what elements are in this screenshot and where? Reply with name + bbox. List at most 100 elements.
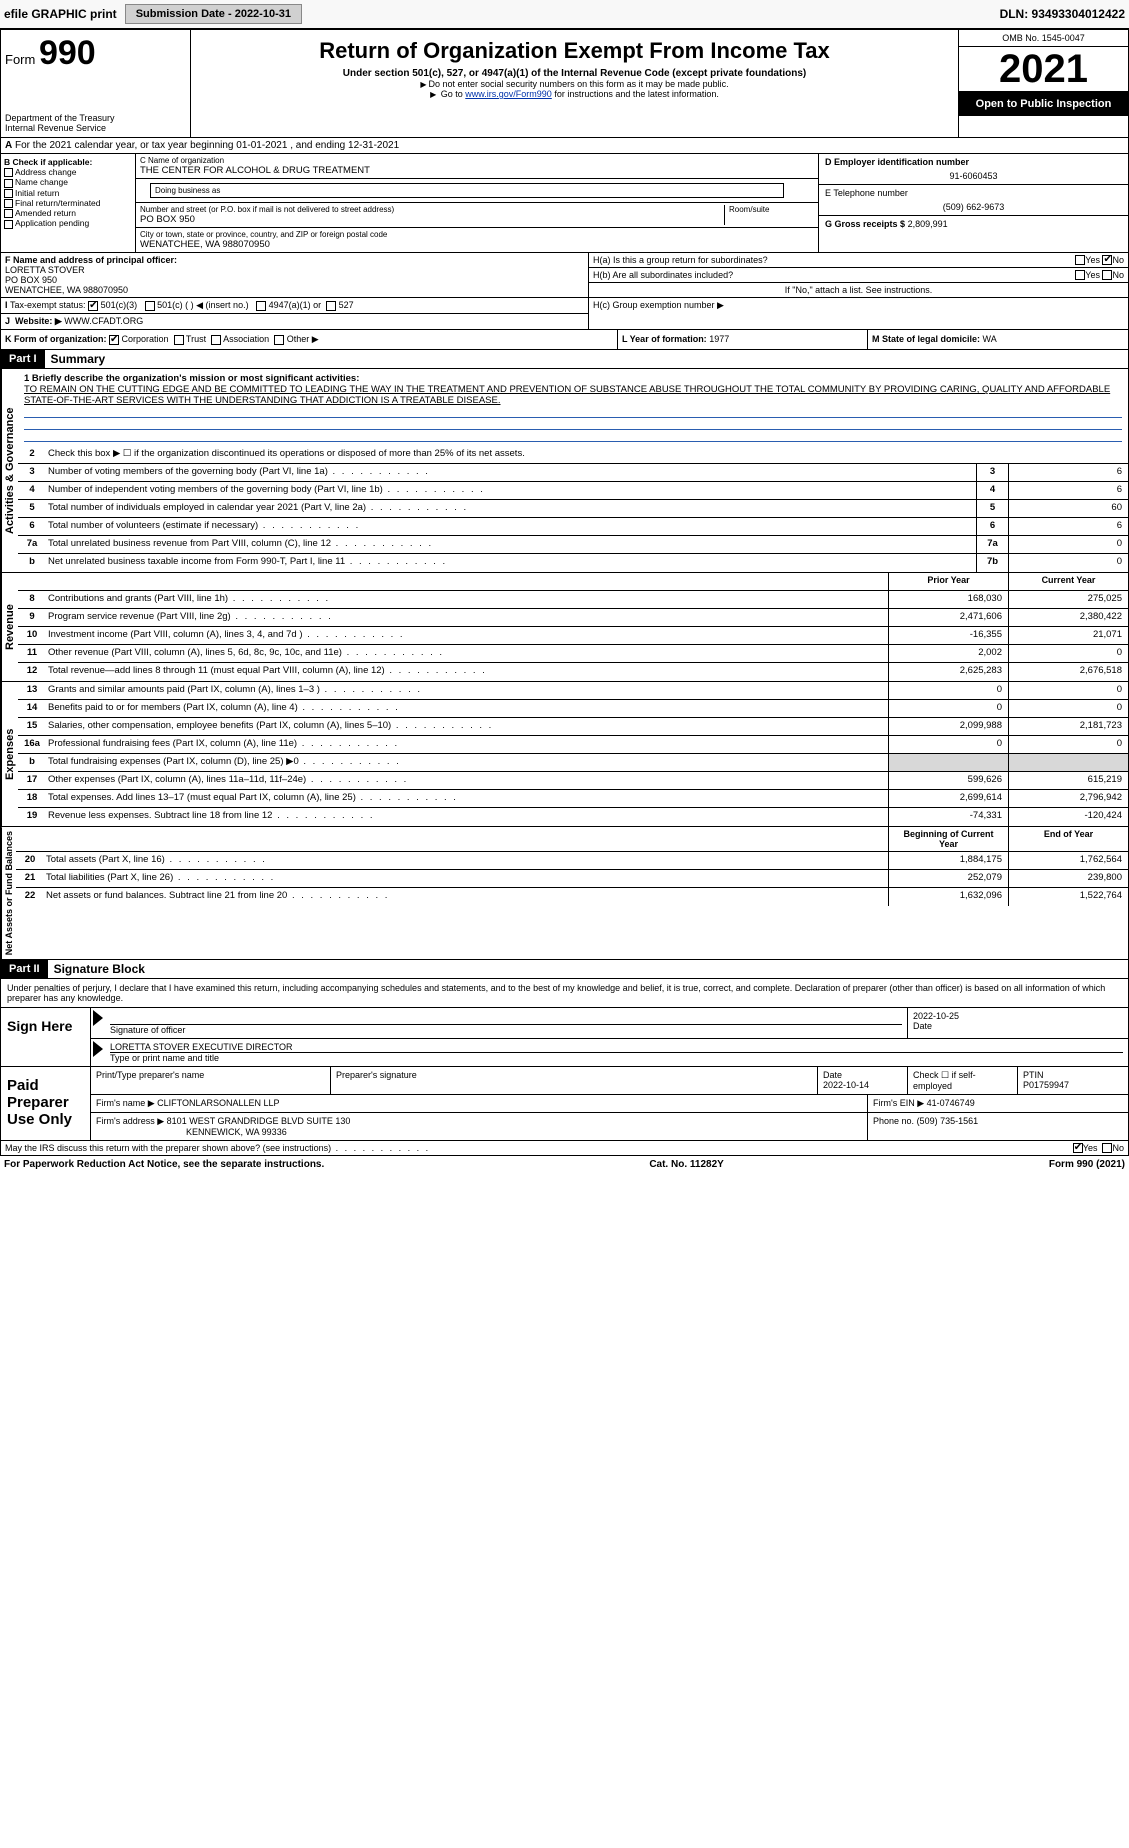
- side-governance: Activities & Governance: [1, 369, 18, 572]
- sign-here-label: Sign Here: [1, 1008, 91, 1066]
- side-expenses: Expenses: [1, 682, 18, 826]
- mission-text: TO REMAIN ON THE CUTTING EDGE AND BE COM…: [24, 384, 1110, 406]
- ptin: P01759947: [1023, 1080, 1069, 1090]
- paid-preparer-block: Paid Preparer Use Only Print/Type prepar…: [0, 1067, 1129, 1141]
- table-row: 19Revenue less expenses. Subtract line 1…: [18, 808, 1128, 826]
- col-b-checkboxes: B Check if applicable: Address change Na…: [1, 154, 136, 252]
- table-row: 10Investment income (Part VIII, column (…: [18, 627, 1128, 645]
- form-header: Form 990 Department of the Treasury Inte…: [0, 29, 1129, 138]
- header-middle: Return of Organization Exempt From Incom…: [191, 30, 958, 137]
- website: WWW.CFADT.ORG: [64, 316, 143, 326]
- tax-year: 2021: [959, 47, 1128, 92]
- preparer-date: 2022-10-14: [823, 1080, 869, 1090]
- part1-title: Summary: [51, 352, 106, 366]
- telephone: (509) 662-9673: [825, 202, 1122, 212]
- table-row: 17Other expenses (Part IX, column (A), l…: [18, 772, 1128, 790]
- header-left: Form 990 Department of the Treasury Inte…: [1, 30, 191, 137]
- section-revenue: Revenue Prior Year Current Year 8Contrib…: [0, 573, 1129, 682]
- efile-label: efile GRAPHIC print: [4, 7, 117, 21]
- part2-label: Part II: [1, 960, 48, 978]
- table-row: bTotal fundraising expenses (Part IX, co…: [18, 754, 1128, 772]
- sign-here-block: Sign Here Signature of officer 2022-10-2…: [0, 1008, 1129, 1067]
- cat-number: Cat. No. 11282Y: [649, 1159, 723, 1170]
- table-row: 6Total number of volunteers (estimate if…: [18, 518, 1128, 536]
- top-bar: efile GRAPHIC print Submission Date - 20…: [0, 0, 1129, 29]
- chk-application-pending[interactable]: [4, 220, 13, 229]
- form-title: Return of Organization Exempt From Incom…: [195, 38, 954, 64]
- part1-bar: Part I Summary: [0, 350, 1129, 369]
- table-row: 20Total assets (Part X, line 16)1,884,17…: [16, 852, 1128, 870]
- table-row: 8Contributions and grants (Part VIII, li…: [18, 591, 1128, 609]
- header-right: OMB No. 1545-0047 2021 Open to Public In…: [958, 30, 1128, 137]
- firm-name: CLIFTONLARSONALLEN LLP: [157, 1098, 279, 1108]
- state-domicile: WA: [983, 334, 997, 344]
- ha-yes[interactable]: [1075, 255, 1085, 265]
- firm-phone: (509) 735-1561: [917, 1116, 979, 1126]
- chk-amended[interactable]: [4, 209, 13, 218]
- table-row: 7aTotal unrelated business revenue from …: [18, 536, 1128, 554]
- chk-other-org[interactable]: [274, 335, 284, 345]
- irs-link[interactable]: www.irs.gov/Form990: [465, 89, 552, 99]
- side-net-assets: Net Assets or Fund Balances: [1, 827, 16, 959]
- chk-501c[interactable]: [145, 301, 155, 311]
- sign-arrow-icon: [93, 1010, 103, 1026]
- table-row: 3Number of voting members of the governi…: [18, 464, 1128, 482]
- chk-501c3[interactable]: [88, 301, 98, 311]
- org-name: THE CENTER FOR ALCOHOL & DRUG TREATMENT: [140, 165, 814, 176]
- section-expenses: Expenses 13Grants and similar amounts pa…: [0, 682, 1129, 827]
- sign-date: 2022-10-25: [913, 1011, 1123, 1021]
- submission-date-button[interactable]: Submission Date - 2022-10-31: [125, 4, 302, 24]
- table-row: 12Total revenue—add lines 8 through 11 (…: [18, 663, 1128, 681]
- row-k-l-m: K Form of organization: Corporation Trus…: [0, 330, 1129, 350]
- firm-address2: KENNEWICK, WA 99336: [186, 1127, 287, 1137]
- year-formation: 1977: [709, 334, 729, 344]
- table-row: 22Net assets or fund balances. Subtract …: [16, 888, 1128, 906]
- paid-preparer-label: Paid Preparer Use Only: [1, 1067, 91, 1140]
- hb-no[interactable]: [1102, 270, 1112, 280]
- dept-treasury: Department of the Treasury: [5, 113, 186, 123]
- table-row: 5Total number of individuals employed in…: [18, 500, 1128, 518]
- chk-4947[interactable]: [256, 301, 266, 311]
- firm-ein: 41-0746749: [927, 1098, 975, 1108]
- table-row: 18Total expenses. Add lines 13–17 (must …: [18, 790, 1128, 808]
- chk-address-change[interactable]: [4, 168, 13, 177]
- discuss-yes[interactable]: [1073, 1143, 1083, 1153]
- open-to-public: Open to Public Inspection: [959, 92, 1128, 116]
- section-governance: Activities & Governance 1 Briefly descri…: [0, 369, 1129, 573]
- omb-number: OMB No. 1545-0047: [959, 30, 1128, 47]
- chk-association[interactable]: [211, 335, 221, 345]
- table-row: 14Benefits paid to or for members (Part …: [18, 700, 1128, 718]
- ha-no[interactable]: [1102, 255, 1112, 265]
- chk-trust[interactable]: [174, 335, 184, 345]
- form-prefix: Form: [5, 52, 35, 67]
- hb-yes[interactable]: [1075, 270, 1085, 280]
- chk-initial-return[interactable]: [4, 189, 13, 198]
- side-revenue: Revenue: [1, 573, 18, 681]
- chk-527[interactable]: [326, 301, 336, 311]
- footer-bottom: For Paperwork Reduction Act Notice, see …: [0, 1156, 1129, 1173]
- dept-irs: Internal Revenue Service: [5, 123, 186, 133]
- city-state-zip: WENATCHEE, WA 988070950: [140, 239, 814, 250]
- chk-name-change[interactable]: [4, 179, 13, 188]
- chk-final-return[interactable]: [4, 199, 13, 208]
- chk-corporation[interactable]: [109, 335, 119, 345]
- table-row: bNet unrelated business taxable income f…: [18, 554, 1128, 572]
- table-row: 11Other revenue (Part VIII, column (A), …: [18, 645, 1128, 663]
- form-footer: Form 990 (2021): [1049, 1159, 1125, 1170]
- entity-block: B Check if applicable: Address change Na…: [0, 154, 1129, 253]
- row-a: A For the 2021 calendar year, or tax yea…: [0, 138, 1129, 154]
- table-row: 13Grants and similar amounts paid (Part …: [18, 682, 1128, 700]
- form-subtitle: Under section 501(c), 527, or 4947(a)(1)…: [195, 68, 954, 79]
- officer-name: LORETTA STOVER: [5, 265, 85, 275]
- discuss-no[interactable]: [1102, 1143, 1112, 1153]
- form-number: 990: [39, 34, 96, 72]
- perjury-declaration: Under penalties of perjury, I declare th…: [0, 979, 1129, 1008]
- sign-arrow-icon: [93, 1041, 103, 1057]
- col-c-org-info: C Name of organization THE CENTER FOR AL…: [136, 154, 818, 252]
- table-row: 21Total liabilities (Part X, line 26)252…: [16, 870, 1128, 888]
- table-row: 15Salaries, other compensation, employee…: [18, 718, 1128, 736]
- part2-bar: Part II Signature Block: [0, 960, 1129, 979]
- table-row: 2Check this box ▶ ☐ if the organization …: [18, 446, 1128, 464]
- officer-printed-name: LORETTA STOVER EXECUTIVE DIRECTOR: [110, 1042, 1123, 1052]
- ssn-note: Do not enter social security numbers on …: [195, 79, 954, 89]
